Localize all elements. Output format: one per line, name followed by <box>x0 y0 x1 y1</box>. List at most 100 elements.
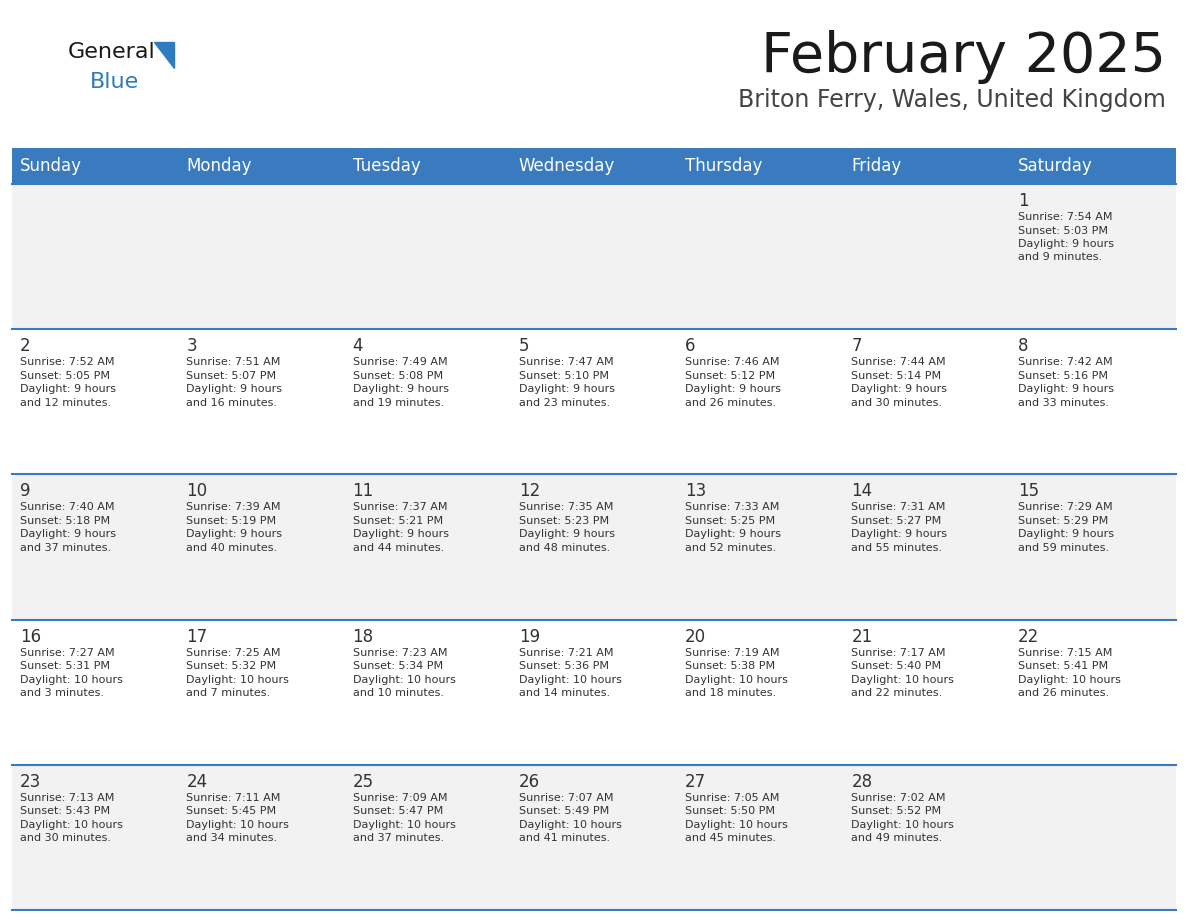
Text: 10: 10 <box>187 482 208 500</box>
Text: Sunrise: 7:02 AM: Sunrise: 7:02 AM <box>852 793 946 803</box>
Text: Sunset: 5:36 PM: Sunset: 5:36 PM <box>519 661 609 671</box>
Text: and 33 minutes.: and 33 minutes. <box>1018 397 1108 408</box>
Text: Daylight: 10 hours: Daylight: 10 hours <box>20 675 122 685</box>
Text: Sunrise: 7:17 AM: Sunrise: 7:17 AM <box>852 647 946 657</box>
Text: and 7 minutes.: and 7 minutes. <box>187 688 271 698</box>
Text: Sunset: 5:25 PM: Sunset: 5:25 PM <box>685 516 776 526</box>
Text: Sunset: 5:52 PM: Sunset: 5:52 PM <box>852 806 942 816</box>
Text: and 59 minutes.: and 59 minutes. <box>1018 543 1108 553</box>
Text: 16: 16 <box>20 628 42 645</box>
Text: Sunset: 5:34 PM: Sunset: 5:34 PM <box>353 661 443 671</box>
Bar <box>12 330 1176 475</box>
Text: Sunrise: 7:13 AM: Sunrise: 7:13 AM <box>20 793 114 803</box>
Text: 15: 15 <box>1018 482 1038 500</box>
Text: Sunrise: 7:46 AM: Sunrise: 7:46 AM <box>685 357 779 367</box>
Text: Sunset: 5:21 PM: Sunset: 5:21 PM <box>353 516 443 526</box>
Text: Sunset: 5:41 PM: Sunset: 5:41 PM <box>1018 661 1108 671</box>
Text: Sunrise: 7:31 AM: Sunrise: 7:31 AM <box>852 502 946 512</box>
Text: Sunrise: 7:15 AM: Sunrise: 7:15 AM <box>1018 647 1112 657</box>
Text: Thursday: Thursday <box>685 157 763 175</box>
Text: Monday: Monday <box>187 157 252 175</box>
Text: Daylight: 10 hours: Daylight: 10 hours <box>852 820 954 830</box>
Text: Sunset: 5:16 PM: Sunset: 5:16 PM <box>1018 371 1107 381</box>
Text: Sunset: 5:38 PM: Sunset: 5:38 PM <box>685 661 776 671</box>
Text: Daylight: 9 hours: Daylight: 9 hours <box>1018 239 1113 249</box>
Text: and 9 minutes.: and 9 minutes. <box>1018 252 1101 263</box>
Text: 27: 27 <box>685 773 707 790</box>
Text: Sunrise: 7:47 AM: Sunrise: 7:47 AM <box>519 357 613 367</box>
Text: Sunset: 5:49 PM: Sunset: 5:49 PM <box>519 806 609 816</box>
Text: Sunrise: 7:35 AM: Sunrise: 7:35 AM <box>519 502 613 512</box>
Text: Sunset: 5:03 PM: Sunset: 5:03 PM <box>1018 226 1107 236</box>
Text: and 30 minutes.: and 30 minutes. <box>20 834 110 844</box>
Text: and 48 minutes.: and 48 minutes. <box>519 543 611 553</box>
Text: 6: 6 <box>685 337 696 355</box>
Text: Sunrise: 7:25 AM: Sunrise: 7:25 AM <box>187 647 280 657</box>
Text: Daylight: 10 hours: Daylight: 10 hours <box>187 820 289 830</box>
Bar <box>677 148 843 184</box>
Text: Sunset: 5:07 PM: Sunset: 5:07 PM <box>187 371 277 381</box>
Text: Sunrise: 7:29 AM: Sunrise: 7:29 AM <box>1018 502 1112 512</box>
Text: Sunrise: 7:23 AM: Sunrise: 7:23 AM <box>353 647 447 657</box>
Text: Sunset: 5:14 PM: Sunset: 5:14 PM <box>852 371 942 381</box>
Text: 25: 25 <box>353 773 374 790</box>
Text: Sunrise: 7:49 AM: Sunrise: 7:49 AM <box>353 357 447 367</box>
Text: Daylight: 9 hours: Daylight: 9 hours <box>1018 385 1113 394</box>
Text: and 30 minutes.: and 30 minutes. <box>852 397 942 408</box>
Text: Sunset: 5:10 PM: Sunset: 5:10 PM <box>519 371 609 381</box>
Text: and 19 minutes.: and 19 minutes. <box>353 397 443 408</box>
Text: Sunset: 5:43 PM: Sunset: 5:43 PM <box>20 806 110 816</box>
Text: Sunrise: 7:42 AM: Sunrise: 7:42 AM <box>1018 357 1112 367</box>
Text: Daylight: 10 hours: Daylight: 10 hours <box>685 675 788 685</box>
Text: Daylight: 9 hours: Daylight: 9 hours <box>685 530 782 540</box>
Text: and 3 minutes.: and 3 minutes. <box>20 688 105 698</box>
Text: Daylight: 9 hours: Daylight: 9 hours <box>1018 530 1113 540</box>
Bar <box>843 148 1010 184</box>
Text: Daylight: 10 hours: Daylight: 10 hours <box>852 675 954 685</box>
Text: 7: 7 <box>852 337 862 355</box>
Text: and 22 minutes.: and 22 minutes. <box>852 688 943 698</box>
Text: Daylight: 9 hours: Daylight: 9 hours <box>519 530 615 540</box>
Text: and 12 minutes.: and 12 minutes. <box>20 397 112 408</box>
Text: and 44 minutes.: and 44 minutes. <box>353 543 444 553</box>
Text: Sunrise: 7:11 AM: Sunrise: 7:11 AM <box>187 793 280 803</box>
Text: 5: 5 <box>519 337 530 355</box>
Text: Sunset: 5:19 PM: Sunset: 5:19 PM <box>187 516 277 526</box>
Bar <box>12 620 1176 765</box>
Text: Daylight: 9 hours: Daylight: 9 hours <box>519 385 615 394</box>
Text: and 40 minutes.: and 40 minutes. <box>187 543 278 553</box>
Text: Sunday: Sunday <box>20 157 82 175</box>
Text: Daylight: 10 hours: Daylight: 10 hours <box>519 675 621 685</box>
Text: 17: 17 <box>187 628 208 645</box>
Text: Sunset: 5:50 PM: Sunset: 5:50 PM <box>685 806 775 816</box>
Text: 4: 4 <box>353 337 364 355</box>
Text: and 26 minutes.: and 26 minutes. <box>1018 688 1108 698</box>
Text: 14: 14 <box>852 482 872 500</box>
Text: Tuesday: Tuesday <box>353 157 421 175</box>
Bar <box>1010 148 1176 184</box>
Text: and 10 minutes.: and 10 minutes. <box>353 688 443 698</box>
Text: 2: 2 <box>20 337 31 355</box>
Text: Daylight: 9 hours: Daylight: 9 hours <box>187 385 283 394</box>
Text: Daylight: 9 hours: Daylight: 9 hours <box>353 385 449 394</box>
Text: and 23 minutes.: and 23 minutes. <box>519 397 609 408</box>
Bar <box>12 475 1176 620</box>
Text: Daylight: 10 hours: Daylight: 10 hours <box>685 820 788 830</box>
Text: 13: 13 <box>685 482 707 500</box>
Text: General: General <box>68 42 156 62</box>
Text: Sunset: 5:29 PM: Sunset: 5:29 PM <box>1018 516 1108 526</box>
Text: Sunset: 5:08 PM: Sunset: 5:08 PM <box>353 371 443 381</box>
Text: and 18 minutes.: and 18 minutes. <box>685 688 776 698</box>
Text: Sunrise: 7:52 AM: Sunrise: 7:52 AM <box>20 357 114 367</box>
Text: Sunset: 5:31 PM: Sunset: 5:31 PM <box>20 661 110 671</box>
Bar <box>12 765 1176 910</box>
Text: 26: 26 <box>519 773 541 790</box>
Text: and 41 minutes.: and 41 minutes. <box>519 834 609 844</box>
Text: Daylight: 10 hours: Daylight: 10 hours <box>20 820 122 830</box>
Text: 22: 22 <box>1018 628 1040 645</box>
Text: and 16 minutes.: and 16 minutes. <box>187 397 277 408</box>
Text: Daylight: 9 hours: Daylight: 9 hours <box>852 530 947 540</box>
Text: Daylight: 10 hours: Daylight: 10 hours <box>187 675 289 685</box>
Polygon shape <box>154 42 173 68</box>
Text: 12: 12 <box>519 482 541 500</box>
